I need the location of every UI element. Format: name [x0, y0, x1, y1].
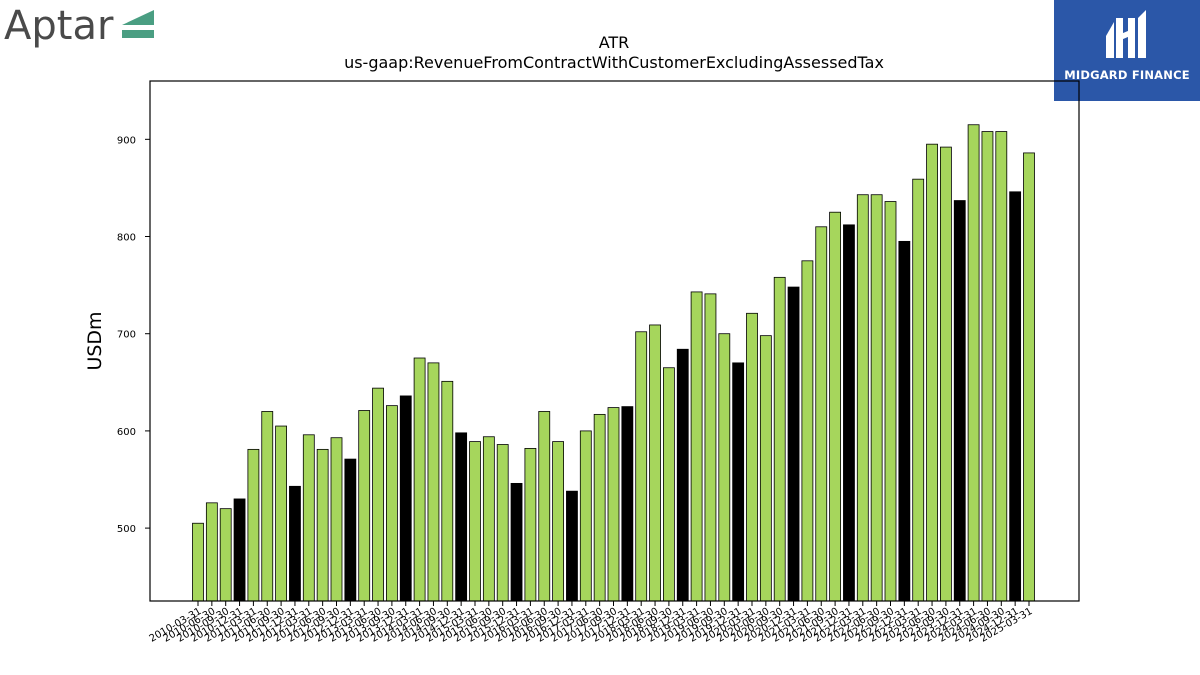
bar-2022-03-31	[856, 194, 869, 602]
bar-2015-12-31	[510, 482, 523, 602]
bar-2014-12-31	[455, 432, 468, 602]
bar-2021-03-31	[801, 260, 814, 602]
aptar-logo: Aptar	[4, 2, 164, 50]
bar-2015-06-30	[482, 436, 495, 602]
bar-2013-06-30	[372, 387, 384, 602]
bar-2012-09-30	[330, 437, 343, 602]
bar-2024-06-30	[981, 131, 994, 602]
y-axis-ticks: 500 600 700 800 900	[117, 135, 150, 535]
midgard-finance-logo-text: MIDGARD FINANCE	[1064, 68, 1190, 82]
bar-2011-12-31	[289, 485, 301, 602]
bar-2020-06-30	[759, 335, 772, 602]
bar-2020-03-31	[746, 312, 758, 602]
midgard-mark-icon	[1106, 10, 1146, 58]
bar-2018-09-30	[663, 367, 675, 602]
midgard-finance-logo: MIDGARD FINANCE	[1054, 0, 1200, 101]
bar-2010-12-31	[233, 498, 246, 602]
bar-2017-12-31	[621, 406, 634, 602]
bar-2015-09-30	[496, 444, 509, 602]
bar-2024-09-30	[995, 131, 1008, 602]
bar-2023-12-31	[953, 200, 966, 602]
bar-2014-09-30	[441, 380, 454, 602]
bar-2017-09-30	[607, 407, 620, 602]
bar-2021-09-30	[829, 211, 841, 602]
bar-2024-12-31	[1009, 191, 1022, 602]
aptar-mark-icon	[122, 10, 154, 38]
bar-2022-12-31	[898, 240, 911, 602]
bar-2015-03-31	[469, 441, 481, 602]
y-tick-label: 800	[117, 233, 136, 244]
bar-2022-06-30	[870, 194, 883, 602]
bar-2020-09-30	[773, 276, 786, 602]
bars-group	[192, 124, 1035, 602]
x-axis-ticks: 2010-03-312010-06-302010-09-302010-12-31…	[148, 601, 1035, 645]
bar-2013-03-31	[358, 410, 371, 602]
bar-2016-09-30	[552, 441, 564, 602]
bar-2017-03-31	[579, 430, 592, 602]
bar-2023-03-31	[912, 178, 925, 602]
bar-2014-03-31	[413, 357, 426, 602]
bar-2025-03-31	[1023, 152, 1035, 602]
bar-2018-12-31	[676, 348, 689, 602]
bar-2016-06-30	[538, 411, 551, 602]
aptar-logo-text: Aptar	[4, 3, 114, 49]
y-tick-label: 500	[117, 524, 136, 535]
bar-2012-03-31	[302, 434, 315, 602]
bar-2022-09-30	[884, 201, 897, 602]
plot-frame	[149, 80, 1080, 602]
y-axis-label: USDm	[84, 311, 106, 370]
bar-2023-06-30	[926, 143, 938, 602]
y-tick-label: 900	[117, 135, 136, 146]
chart-subtitle: us-gaap:RevenueFromContractWithCustomerE…	[344, 53, 884, 72]
bar-2021-12-31	[843, 224, 855, 602]
bar-2011-06-30	[261, 411, 274, 602]
chart-title: ATR	[599, 33, 630, 52]
bar-2019-12-31	[732, 362, 745, 602]
bar-2010-03-31	[192, 522, 204, 602]
bar-2021-06-30	[815, 226, 828, 602]
bar-2013-09-30	[385, 405, 398, 602]
bar-2013-12-31	[399, 395, 412, 602]
bar-2012-06-30	[316, 448, 329, 602]
bar-2011-09-30	[275, 425, 288, 602]
bar-2018-06-30	[649, 324, 661, 602]
bar-2011-03-31	[247, 448, 260, 602]
bar-2016-12-31	[566, 490, 578, 602]
bar-2010-06-30	[205, 502, 218, 602]
bar-2019-03-31	[690, 291, 703, 602]
bar-2024-03-31	[967, 124, 980, 602]
bar-2014-06-30	[427, 362, 440, 602]
y-tick-label: 600	[117, 427, 136, 438]
bar-2017-06-30	[593, 413, 606, 602]
bar-2010-09-30	[219, 508, 232, 602]
y-tick-label: 700	[117, 330, 136, 341]
bar-2023-09-30	[940, 146, 952, 602]
bar-2012-12-31	[344, 458, 357, 602]
bar-2018-03-31	[635, 331, 648, 602]
bar-2016-03-31	[524, 447, 537, 602]
bar-2019-06-30	[704, 293, 717, 602]
bar-2020-12-31	[787, 286, 800, 602]
bar-2019-09-30	[718, 333, 731, 602]
